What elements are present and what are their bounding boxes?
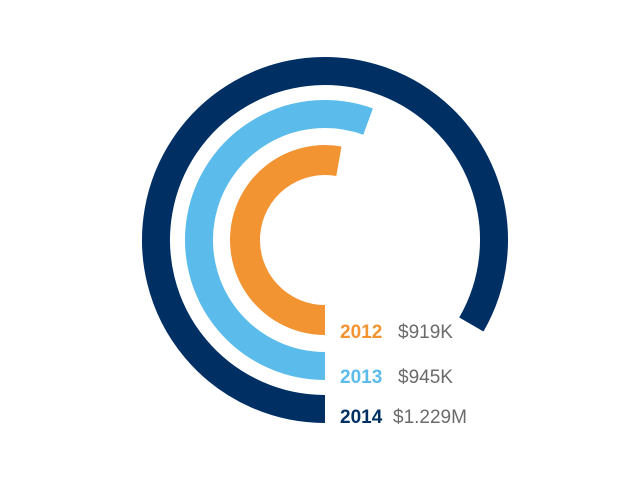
value-label-2014: $1.229M xyxy=(393,407,467,428)
arc-2012 xyxy=(230,145,342,335)
year-label-2012: 2012 xyxy=(340,322,382,343)
year-label-2014: 2014 xyxy=(340,407,383,428)
value-label-2012: $919K xyxy=(398,322,453,343)
year-label-2013: 2013 xyxy=(340,367,382,388)
arc-2013 xyxy=(185,100,373,380)
arc-2014 xyxy=(142,57,508,423)
arcs-group xyxy=(142,57,508,423)
labels-group: 2012 $919K 2013 $945K 2014 $1.229M xyxy=(340,322,467,428)
value-label-2013: $945K xyxy=(398,367,453,388)
